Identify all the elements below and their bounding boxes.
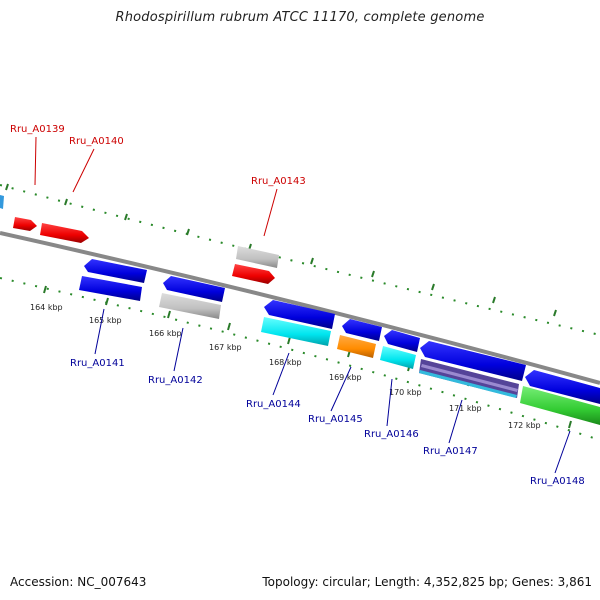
gene-feature-rru-a0143[interactable] xyxy=(232,264,275,284)
gene-label-rru-a0147[interactable]: Rru_A0147 xyxy=(423,446,478,457)
gene-feature-gray-a0143[interactable] xyxy=(236,246,279,268)
gene-label-rru-a0144[interactable]: Rru_A0144 xyxy=(246,399,301,410)
forward-features xyxy=(0,195,279,284)
gene-feature-lightblue[interactable] xyxy=(0,195,4,209)
gene-feature-blue[interactable] xyxy=(384,330,420,352)
tick-label: 170 kbp xyxy=(389,388,422,397)
gene-feature-rru-a0148[interactable] xyxy=(520,386,600,425)
tick-label: 167 kbp xyxy=(209,343,242,352)
genome-backbone xyxy=(0,231,600,385)
gene-label-rru-a0146[interactable]: Rru_A0146 xyxy=(364,429,419,440)
gene-feature-rru-a0140[interactable] xyxy=(40,223,89,243)
gene-feature-rru-a0142[interactable] xyxy=(159,293,221,319)
gene-feature-blue[interactable] xyxy=(420,341,526,381)
forward-major-ticks xyxy=(5,183,557,317)
tick-label: 164 kbp xyxy=(30,303,63,312)
tick-label: 166 kbp xyxy=(149,329,182,338)
gene-feature-rru-a0147-stripe xyxy=(421,364,518,392)
gene-feature-rru-a0139[interactable] xyxy=(13,217,37,231)
gene-feature-blue[interactable] xyxy=(163,276,225,302)
gene-label-rru-a0145[interactable]: Rru_A0145 xyxy=(308,414,363,425)
gene-label-rru-a0139[interactable]: Rru_A0139 xyxy=(10,124,65,135)
gene-feature-blue[interactable] xyxy=(264,300,335,329)
forward-labels xyxy=(34,136,278,237)
gene-feature-rru-a0146[interactable] xyxy=(380,346,416,369)
reverse-labels xyxy=(94,308,571,474)
gene-feature-rru-a0141[interactable] xyxy=(79,276,142,301)
gene-feature-blue[interactable] xyxy=(525,370,600,404)
gene-feature-rru-a0147-band xyxy=(419,370,517,398)
tick-label: 171 kbp xyxy=(449,404,482,413)
summary-label: Topology: circular; Length: 4,352,825 bp… xyxy=(262,575,592,589)
gene-feature-rru-a0145[interactable] xyxy=(337,335,376,358)
gene-label-rru-a0148[interactable]: Rru_A0148 xyxy=(530,476,585,487)
accession-label: Accession: NC_007643 xyxy=(10,575,147,589)
map-title: Rhodospirillum rubrum ATCC 11170, comple… xyxy=(115,10,485,25)
gene-feature-blue[interactable] xyxy=(84,259,147,283)
gene-label-rru-a0141[interactable]: Rru_A0141 xyxy=(70,358,125,369)
gene-label-rru-a0140[interactable]: Rru_A0140 xyxy=(69,136,124,147)
gene-label-rru-a0143[interactable]: Rru_A0143 xyxy=(251,176,306,187)
gene-feature-blue[interactable] xyxy=(342,319,382,341)
gene-feature-rru-a0144[interactable] xyxy=(261,317,331,346)
reverse-features xyxy=(79,259,600,425)
tick-label: 169 kbp xyxy=(329,373,362,382)
tick-label: 172 kbp xyxy=(508,421,541,430)
tick-label: 165 kbp xyxy=(89,316,122,325)
gene-label-rru-a0142[interactable]: Rru_A0142 xyxy=(148,375,203,386)
